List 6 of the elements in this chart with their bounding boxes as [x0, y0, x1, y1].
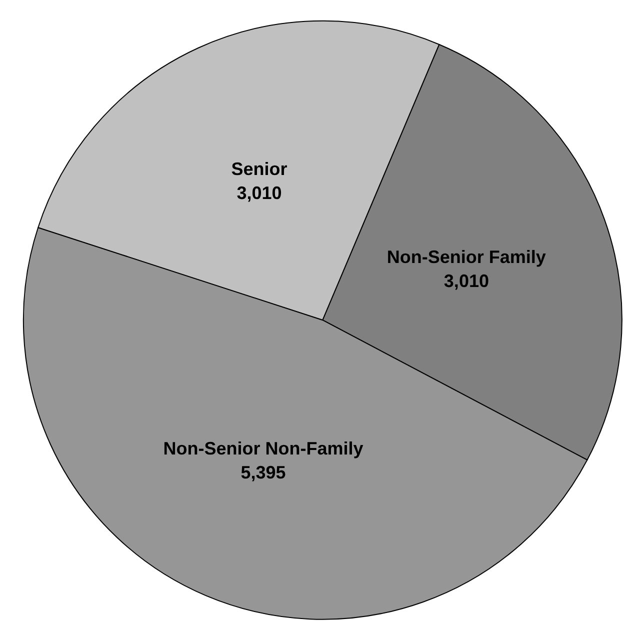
data-label: 3,010 — [236, 183, 282, 204]
slice-label: Non-Senior Family — [386, 246, 546, 267]
slice-label: Senior — [231, 159, 288, 180]
slice-label: Non-Senior Non-Family — [163, 438, 364, 459]
data-label: 3,010 — [444, 270, 489, 291]
data-label: 5,395 — [240, 462, 286, 483]
